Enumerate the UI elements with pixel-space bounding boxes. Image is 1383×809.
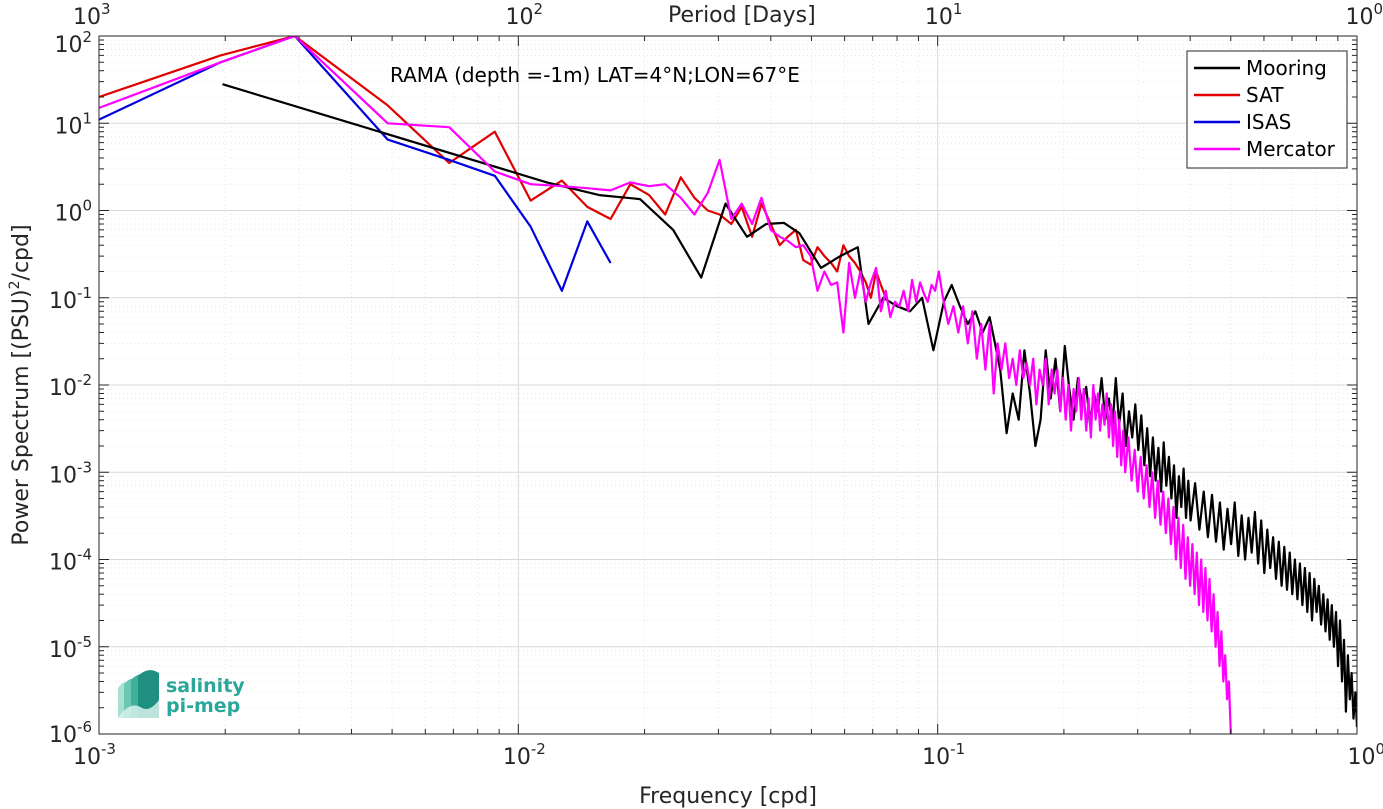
- y-tick-label: 100: [54, 197, 92, 227]
- y-tick-label-exp: -2: [77, 371, 92, 389]
- y-tick-label-base: 10: [54, 33, 82, 58]
- top-tick-label-exp: 1: [953, 0, 963, 18]
- x-tick-label-base: 10: [922, 745, 950, 770]
- y-axis-label-sup: 2: [7, 280, 23, 289]
- logo-line2: pi-mep: [166, 695, 240, 717]
- x-tick-label: 100: [1347, 740, 1383, 770]
- top-tick-label-base: 10: [925, 5, 953, 30]
- y-tick-label-base: 10: [49, 551, 77, 576]
- y-tick-label-exp: 2: [82, 28, 92, 46]
- x-tick-label-base: 10: [1347, 745, 1375, 770]
- y-tick-label: 10-2: [49, 371, 92, 401]
- x-tick-label-exp: -1: [950, 740, 965, 758]
- top-tick-label-exp: 2: [534, 0, 544, 18]
- top-tick-label: 102: [506, 0, 544, 30]
- x-tick-label: 10-1: [922, 740, 965, 770]
- y-tick-label-exp: -4: [77, 546, 92, 564]
- top-tick-label-base: 10: [506, 5, 534, 30]
- ticks: [98, 35, 1358, 735]
- y-tick-label-exp: 0: [82, 197, 92, 215]
- y-tick-label: 101: [54, 109, 92, 139]
- y-tick-label-base: 10: [49, 289, 77, 314]
- wave-icon: [118, 670, 159, 718]
- x-tick-label: 10-2: [503, 740, 546, 770]
- top-tick-label: 100: [1345, 0, 1383, 30]
- y-axis-label-main: Power Spectrum [(PSU): [9, 289, 34, 545]
- y-tick-label: 102: [54, 28, 92, 58]
- x-tick-label-base: 10: [503, 745, 531, 770]
- top-tick-label-exp: 3: [101, 0, 111, 18]
- y-axis-label: Power Spectrum [(PSU)2/cpd]: [7, 224, 34, 545]
- top-tick-label-base: 10: [1345, 5, 1373, 30]
- y-tick-label: 10-6: [49, 718, 92, 748]
- legend-label-sat: SAT: [1246, 83, 1284, 107]
- top-tick-label: 101: [925, 0, 963, 30]
- y-tick-label-base: 10: [49, 723, 77, 748]
- salinity-pi-mep-logo: salinity pi-mep: [118, 670, 245, 718]
- x-tick-label-exp: 0: [1375, 740, 1383, 758]
- y-tick-label-base: 10: [54, 202, 82, 227]
- y-tick-label: 10-1: [49, 284, 92, 314]
- x-tick-label: 10-3: [73, 740, 116, 770]
- top-tick-label: 103: [73, 0, 111, 30]
- logo-line1: salinity: [166, 675, 245, 697]
- legend-label-isas: ISAS: [1246, 110, 1291, 134]
- y-tick-label-base: 10: [49, 638, 77, 663]
- legend-label-mercator: Mercator: [1246, 137, 1336, 161]
- y-tick-label-base: 10: [54, 114, 82, 139]
- top-axis-label: Period [Days]: [668, 3, 816, 28]
- y-tick-label: 10-4: [49, 546, 92, 576]
- y-tick-label-exp: -5: [77, 633, 92, 651]
- x-tick-label-exp: -2: [531, 740, 546, 758]
- y-tick-label-exp: -1: [77, 284, 92, 302]
- y-tick-label-base: 10: [49, 376, 77, 401]
- series-line-mercator: [99, 36, 1232, 734]
- x-tick-label-base: 10: [73, 745, 101, 770]
- y-tick-label-exp: -3: [77, 458, 92, 476]
- y-tick-label-exp: 1: [82, 109, 92, 127]
- y-tick-label-exp: -6: [77, 718, 92, 736]
- top-tick-label-base: 10: [73, 5, 101, 30]
- chart-title: RAMA (depth =-1m) LAT=4°N;LON=67°E: [390, 63, 800, 87]
- x-axis-label: Frequency [cpd]: [639, 784, 817, 809]
- y-axis-label-tail: /cpd]: [9, 224, 34, 280]
- top-tick-label-exp: 0: [1373, 0, 1383, 18]
- y-tick-label: 10-5: [49, 633, 92, 663]
- y-tick-label: 10-3: [49, 458, 92, 488]
- legend: Mooring SAT ISAS Mercator: [1186, 50, 1348, 169]
- series-layer: [99, 36, 1357, 734]
- y-tick-label-base: 10: [49, 463, 77, 488]
- legend-label-mooring: Mooring: [1246, 56, 1327, 80]
- x-tick-label-exp: -3: [101, 740, 116, 758]
- series-line-sat: [99, 36, 887, 299]
